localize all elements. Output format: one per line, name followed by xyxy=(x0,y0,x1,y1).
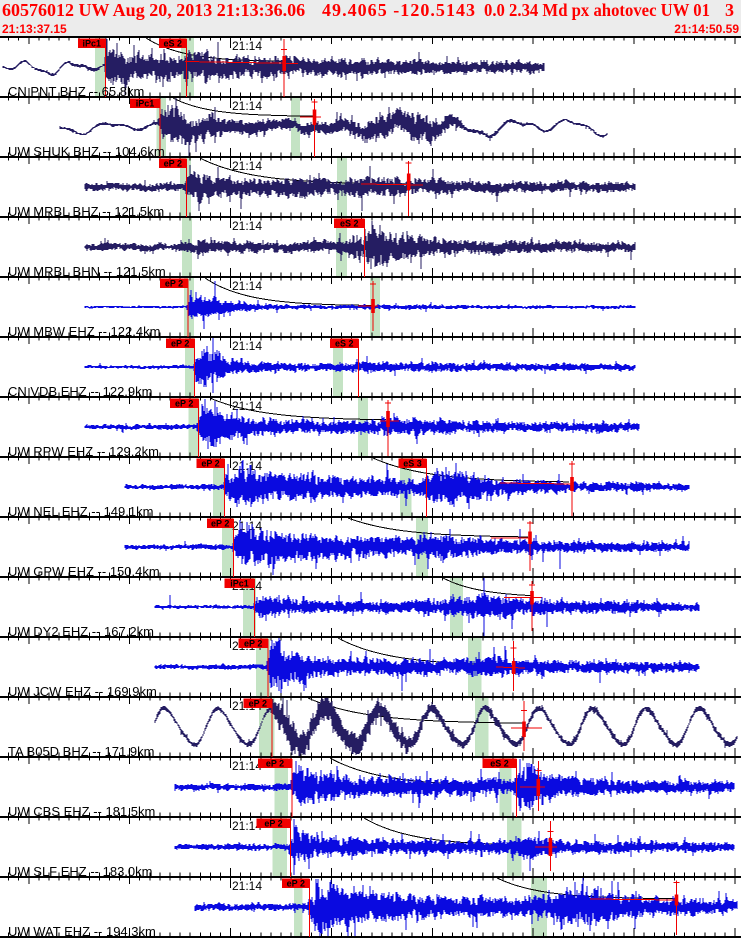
svg-text:UW NEL EHZ -- 149.1km: UW NEL EHZ -- 149.1km xyxy=(8,504,153,519)
svg-text:21:14: 21:14 xyxy=(232,339,262,353)
svg-text:UW SLF EHZ -- 183.0km: UW SLF EHZ -- 183.0km xyxy=(8,864,152,879)
svg-text:eP 2: eP 2 xyxy=(244,639,262,649)
svg-text:eS 2: eS 2 xyxy=(340,219,359,229)
svg-text:CN VDB EHZ -- 122.9km: CN VDB EHZ -- 122.9km xyxy=(8,384,152,399)
svg-text:21:14: 21:14 xyxy=(232,219,262,233)
svg-text:eP 2: eP 2 xyxy=(171,339,189,349)
svg-text:UW RPW EHZ -- 129.2km: UW RPW EHZ -- 129.2km xyxy=(8,444,159,459)
svg-text:UW MRBL BHN -- 121.5km: UW MRBL BHN -- 121.5km xyxy=(8,264,166,279)
svg-text:eS 2: eS 2 xyxy=(490,759,509,769)
svg-text:21:14: 21:14 xyxy=(232,459,262,473)
svg-text:21:14: 21:14 xyxy=(232,39,262,53)
svg-text:21:14: 21:14 xyxy=(232,399,262,413)
svg-text:eP 2: eP 2 xyxy=(201,459,219,469)
svg-text:UW WAT EHZ -- 194.3km: UW WAT EHZ -- 194.3km xyxy=(8,924,156,938)
svg-text:49.4065 -120.5143: 49.4065 -120.5143 xyxy=(322,0,475,20)
svg-text:eS 3: eS 3 xyxy=(403,459,422,469)
svg-text:eP 2: eP 2 xyxy=(249,699,267,709)
svg-text:eP 2: eP 2 xyxy=(175,399,193,409)
svg-text:21:14:50.59: 21:14:50.59 xyxy=(674,22,739,36)
svg-text:iPc1: iPc1 xyxy=(136,99,155,109)
svg-text:UW JCW EHZ -- 169.9km: UW JCW EHZ -- 169.9km xyxy=(8,684,157,699)
svg-text:eP 2: eP 2 xyxy=(264,819,282,829)
svg-text:21:14: 21:14 xyxy=(232,279,262,293)
svg-text:21:14: 21:14 xyxy=(232,99,262,113)
svg-text:UW GPW EHZ -- 150.4km: UW GPW EHZ -- 150.4km xyxy=(8,564,160,579)
svg-text:UW CBS EHZ -- 181.5km: UW CBS EHZ -- 181.5km xyxy=(8,804,155,819)
svg-text:TA B05D BHZ -- 171.9km: TA B05D BHZ -- 171.9km xyxy=(8,744,154,759)
svg-text:UW DY2 EHZ -- 167.2km: UW DY2 EHZ -- 167.2km xyxy=(8,624,154,639)
svg-text:UW MBW EHZ -- 122.4km: UW MBW EHZ -- 122.4km xyxy=(8,324,160,339)
svg-text:60576012 UW Aug 20, 2013 21:13: 60576012 UW Aug 20, 2013 21:13:36.06 xyxy=(2,0,305,20)
svg-text:21:14: 21:14 xyxy=(232,879,262,893)
svg-text:eP 2: eP 2 xyxy=(211,519,229,529)
svg-text:iPc1: iPc1 xyxy=(230,579,249,589)
svg-text:21:14: 21:14 xyxy=(232,819,262,833)
svg-text:21:14: 21:14 xyxy=(232,759,262,773)
svg-text:21:13:37.15: 21:13:37.15 xyxy=(2,22,67,36)
svg-text:UW SHUK BHZ -- 104.6km: UW SHUK BHZ -- 104.6km xyxy=(8,144,165,159)
svg-text:eS 2: eS 2 xyxy=(335,339,354,349)
svg-text:eP 2: eP 2 xyxy=(164,159,182,169)
svg-text:iPc1: iPc1 xyxy=(83,39,102,49)
svg-text:eP 2: eP 2 xyxy=(165,279,183,289)
svg-text:CN PNT BHZ -- 65.8km: CN PNT BHZ -- 65.8km xyxy=(8,84,144,99)
svg-text:21:14: 21:14 xyxy=(232,159,262,173)
svg-text:eS 2: eS 2 xyxy=(164,39,183,49)
svg-text:UW MRBL BHZ -- 121.5km: UW MRBL BHZ -- 121.5km xyxy=(8,204,164,219)
svg-text:eP 2: eP 2 xyxy=(266,759,284,769)
svg-text:0.0 2.34 Md px ahotovec UW 01: 0.0 2.34 Md px ahotovec UW 01 xyxy=(484,0,710,20)
svg-text:eP 2: eP 2 xyxy=(287,879,305,889)
svg-text:3: 3 xyxy=(725,0,734,20)
